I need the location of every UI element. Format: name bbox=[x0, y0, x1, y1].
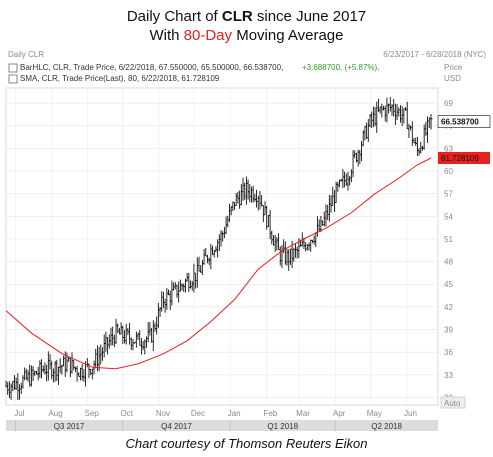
quarter-label: Q4 2017 bbox=[161, 422, 192, 431]
auto-scale-label: Auto bbox=[444, 399, 461, 408]
quarter-label: Q2 2018 bbox=[371, 422, 402, 431]
panel-name: Daily CLR bbox=[8, 50, 44, 59]
y-tick-label: 54 bbox=[444, 212, 453, 221]
last-price-box bbox=[437, 115, 491, 128]
y-tick-label: 36 bbox=[444, 348, 453, 357]
sma-line-layer bbox=[5, 157, 432, 370]
legend-bar-icon bbox=[8, 63, 18, 73]
subtitle-prefix: With bbox=[149, 27, 184, 44]
chart-subtitle: With 80-Day Moving Average bbox=[0, 27, 493, 44]
y-tick-label: 42 bbox=[444, 303, 453, 312]
title-ticker: CLR bbox=[221, 8, 253, 25]
plot-frame bbox=[5, 87, 439, 406]
x-tick-label: Oct bbox=[121, 409, 134, 418]
chart-title: Daily Chart of CLR since June 2017 bbox=[0, 8, 493, 25]
y-tick-label: 57 bbox=[444, 190, 453, 199]
title-prefix: Daily Chart of bbox=[126, 8, 222, 25]
subtitle-accent: 80-Day bbox=[183, 27, 233, 44]
x-tick-label: Feb bbox=[263, 409, 277, 418]
x-tick-label: Nov bbox=[156, 409, 170, 418]
x-tick-label: Jun bbox=[404, 409, 417, 418]
panel-date-range: 6/23/2017 - 6/28/2018 (NYC) bbox=[383, 50, 486, 59]
y-tick-label: 60 bbox=[444, 167, 453, 176]
y-tick-label: 48 bbox=[444, 258, 453, 267]
x-tick-label: Jan bbox=[228, 409, 241, 418]
price-unit: Price bbox=[444, 63, 463, 72]
legend-bar: BarHLC, CLR, Trade Price, 6/22/2018, 67.… bbox=[20, 63, 283, 72]
last-price-label: 66.538700 bbox=[441, 118, 479, 127]
auto-scale-button bbox=[440, 396, 466, 409]
grid-layer bbox=[5, 87, 439, 406]
x-tick-label: Aug bbox=[48, 409, 62, 418]
axis-layer: 3033363942454851545760636669JulAugSepOct… bbox=[6, 99, 491, 431]
sma-line bbox=[5, 157, 432, 370]
legend-bar-change: +3.688700, (+5.87%), bbox=[302, 63, 379, 72]
x-tick-label: Apr bbox=[333, 409, 346, 418]
quarter-label: Q3 2017 bbox=[54, 422, 85, 431]
legend-sma-icon bbox=[8, 74, 18, 84]
y-tick-label: 51 bbox=[444, 235, 453, 244]
x-tick-label: Jul bbox=[14, 409, 24, 418]
legend-sma: SMA, CLR, Trade Price(Last), 80, 6/22/20… bbox=[20, 74, 220, 83]
x-tick-label: Dec bbox=[191, 409, 205, 418]
currency-unit: USD bbox=[444, 74, 461, 83]
price-bars bbox=[5, 97, 433, 400]
chart-plot: 3033363942454851545760636669JulAugSepOct… bbox=[5, 50, 491, 431]
sma-value-box bbox=[438, 151, 490, 164]
title-suffix: since June 2017 bbox=[252, 8, 367, 25]
x-tick-label: Mar bbox=[296, 409, 310, 418]
y-tick-label: 39 bbox=[444, 326, 453, 335]
quarter-band bbox=[6, 420, 438, 431]
chart-caption: Chart courtesy of Thomson Reuters Eikon bbox=[125, 436, 368, 451]
quarter-label: Q1 2018 bbox=[267, 422, 298, 431]
x-tick-label: May bbox=[367, 409, 382, 418]
y-tick-label: 45 bbox=[444, 280, 453, 289]
y-tick-label: 69 bbox=[444, 99, 453, 108]
y-tick-label: 33 bbox=[444, 371, 453, 380]
y-tick-label: 63 bbox=[444, 144, 453, 153]
subtitle-suffix: Moving Average bbox=[232, 27, 344, 44]
sma-value-label: 61.728109 bbox=[441, 154, 479, 163]
x-tick-label: Sep bbox=[85, 409, 100, 418]
